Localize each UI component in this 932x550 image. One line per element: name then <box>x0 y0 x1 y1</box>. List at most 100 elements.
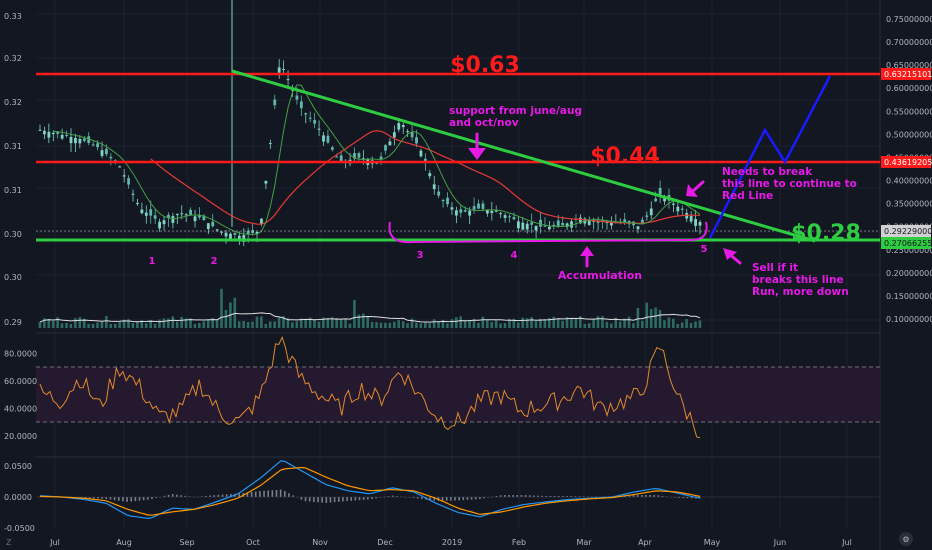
candle-body <box>175 214 179 216</box>
volume-bar <box>91 323 95 328</box>
macd-hist-bar <box>138 497 141 501</box>
candle-body <box>153 215 157 219</box>
volume-bar <box>273 321 276 328</box>
macd-tick-2: -0.0500 <box>4 524 35 533</box>
rsi-tick-1: 60.0000 <box>4 377 37 386</box>
candle-body <box>419 150 423 157</box>
macd-hist-bar <box>441 497 444 501</box>
volume-bar <box>410 318 414 328</box>
candle-body <box>423 158 427 162</box>
candle-body <box>672 203 675 205</box>
candle-body <box>472 206 476 210</box>
x-tick-0: Jul <box>49 538 60 547</box>
break-text-line-2: this line to continue to <box>722 178 857 190</box>
macd-hist-bar <box>126 497 128 502</box>
macd-hist-bar <box>578 496 581 497</box>
candle-body <box>43 130 46 135</box>
macd-hist-bar <box>134 497 137 502</box>
volume-bar <box>242 320 245 328</box>
arrow-support <box>468 132 486 160</box>
right-tick-1: 0.70000000 <box>886 38 932 47</box>
wave-number-4: 4 <box>511 250 518 261</box>
volume-bar <box>370 321 374 328</box>
volume-bar <box>158 319 161 328</box>
volume-bar <box>610 323 613 328</box>
candle-body <box>215 229 219 231</box>
macd-hist-bar <box>84 497 87 499</box>
price-tag-0: 0.63215101 <box>884 70 932 79</box>
x-tick-1: Aug <box>116 538 132 547</box>
volume-bar <box>689 323 693 328</box>
volume-bar <box>65 322 68 328</box>
candle-body <box>384 145 387 151</box>
candle-body <box>397 123 401 130</box>
volume-bar <box>233 297 237 328</box>
volume-bar <box>676 323 680 328</box>
candle-body <box>601 219 604 223</box>
macd-hist-bar <box>495 495 498 497</box>
volume-bar <box>202 321 206 328</box>
volume-bar <box>592 318 595 328</box>
macd-hist-bar <box>450 497 452 501</box>
candle-body <box>441 199 445 202</box>
macd-hist-bar <box>553 496 556 497</box>
volume-bar <box>468 319 471 328</box>
volume-bar <box>264 323 268 328</box>
candle-body <box>317 128 321 130</box>
volume-bar <box>348 323 352 328</box>
price-tag-3: 0.27066255 <box>884 239 932 248</box>
macd-hist-bar <box>512 495 514 497</box>
candle-body <box>211 221 215 227</box>
macd-hist-bar <box>346 497 348 502</box>
candle-body <box>202 215 206 221</box>
candle-body <box>525 223 529 230</box>
macd-tick-1: 0.0000 <box>4 493 32 502</box>
volume-bar <box>277 317 281 328</box>
candle-body <box>556 220 560 227</box>
macd-axis: 0.0500 0.0000 -0.0500 <box>4 462 35 533</box>
volume-bar <box>361 313 365 328</box>
grid-lines <box>36 0 880 528</box>
macd-hist-bar <box>342 497 344 502</box>
candle-body <box>623 219 627 224</box>
right-tick-0: 0.75000000 <box>886 15 932 24</box>
macd-hist-bar <box>582 496 585 497</box>
settings-gear-icon[interactable] <box>899 532 913 546</box>
macd-hist-bar <box>557 496 560 497</box>
volume-bar <box>344 319 347 328</box>
candle-body <box>339 155 343 162</box>
candle-body <box>198 215 201 218</box>
wave-number-2: 2 <box>211 256 218 267</box>
volume-bar <box>317 321 321 328</box>
candle-body <box>38 129 42 131</box>
x-tick-6: 2019 <box>442 538 462 547</box>
volume-bar <box>601 316 604 328</box>
volume-bar <box>499 323 502 328</box>
volume-bar <box>605 321 609 328</box>
rsi-line <box>39 335 701 439</box>
volume-bar <box>304 319 307 328</box>
volume-bar <box>614 317 618 328</box>
volume-bar <box>423 322 427 328</box>
candle-body <box>481 203 485 209</box>
candle-body <box>547 226 551 230</box>
x-tick-9: Apr <box>638 538 653 547</box>
candle-body <box>361 158 365 160</box>
volume-bar <box>260 316 263 328</box>
volume-bar <box>246 322 250 328</box>
zoom-glyph-z[interactable]: Z <box>6 538 12 547</box>
candle-body <box>437 191 441 196</box>
macd-hist-bar <box>429 497 431 501</box>
candle-body <box>468 210 472 216</box>
macd-hist-bar <box>371 497 373 500</box>
macd-hist-bar <box>275 489 278 497</box>
macd-hist-bar <box>545 496 548 497</box>
macd-hist-bar <box>537 495 539 497</box>
break-text-line-1: Needs to break <box>722 166 813 178</box>
candle-body <box>508 216 511 218</box>
candle-body <box>357 153 361 158</box>
macd-hist-bar <box>163 495 166 497</box>
candle-body <box>428 173 432 177</box>
volume-bar <box>335 318 338 328</box>
candle-body <box>587 219 591 225</box>
